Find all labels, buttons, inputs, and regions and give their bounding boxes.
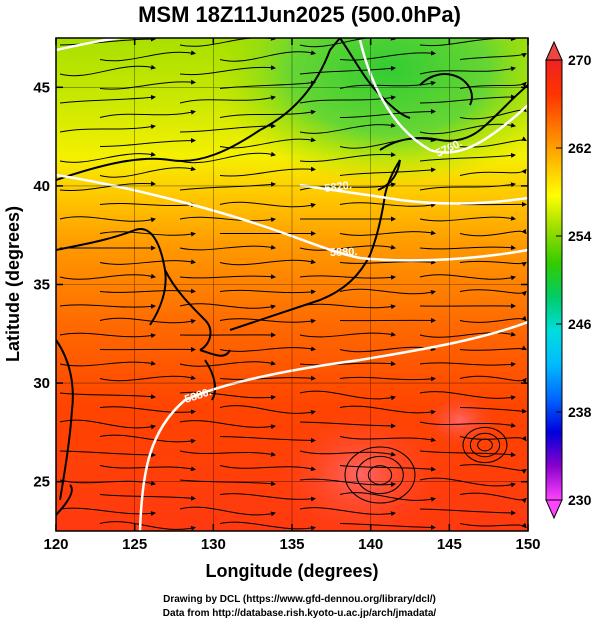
x-tick-label: 130 <box>201 536 226 553</box>
axis-ticks: 120 125 130 135 140 145 150 25 30 35 40 45 <box>33 38 541 553</box>
warm-region-east <box>420 390 500 450</box>
credit-line-2: Data from http://database.rish.kyoto-u.a… <box>162 608 437 619</box>
x-tick-label: 140 <box>358 536 383 553</box>
credit-line-1: Drawing by DCL (https://www.gfd-dennou.o… <box>163 594 436 605</box>
x-tick-label: 145 <box>437 536 462 553</box>
x-tick-label: 125 <box>122 536 147 553</box>
y-axis-title: Latitude (degrees) <box>3 206 23 362</box>
contour-5880-north <box>56 173 528 262</box>
colorbar-tick-label: 246 <box>568 316 592 332</box>
contour-upper <box>299 183 528 205</box>
y-tick-label: 30 <box>33 375 50 392</box>
colorbar-min-arrow <box>545 499 563 520</box>
colorbar-tick-label: 230 <box>568 492 592 508</box>
lat-lon-grid <box>56 38 528 531</box>
colorbar-tick-label: 254 <box>568 228 592 244</box>
x-tick-label: 120 <box>43 536 68 553</box>
y-tick-label: 25 <box>33 474 50 491</box>
colorbar-max-arrow <box>545 40 563 61</box>
contour-label: 5880. <box>330 246 358 259</box>
contour-label: 5820. <box>324 179 353 195</box>
x-tick-label: 135 <box>279 536 304 553</box>
geopotential-contours <box>56 38 528 531</box>
y-tick-label: 45 <box>33 79 50 96</box>
colorbar-tick-label: 238 <box>568 404 592 420</box>
plot-area: 5880. 5760. 5820. 5880. <box>56 38 528 531</box>
figure-title: MSM 18Z11Jun2025 (500.0hPa) <box>138 2 461 27</box>
x-axis-title: Longitude (degrees) <box>205 561 378 581</box>
contour-5880-south <box>138 320 528 531</box>
temperature-colorbar: 270 262 254 246 238 230 <box>545 40 592 520</box>
x-tick-label: 150 <box>515 536 540 553</box>
contour-5760 <box>358 39 528 154</box>
colorbar-tick-label: 270 <box>568 52 592 68</box>
colorbar-tick-label: 262 <box>568 140 592 156</box>
y-tick-label: 40 <box>33 178 50 195</box>
y-tick-label: 35 <box>33 277 50 294</box>
